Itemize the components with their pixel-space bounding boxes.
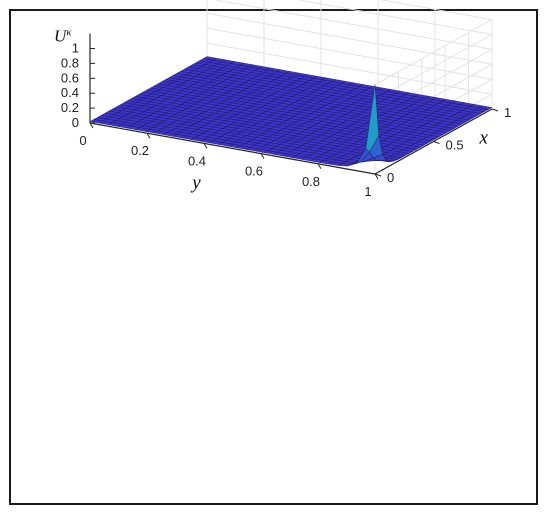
y-tick-mark bbox=[374, 173, 379, 180]
y-axis-label: y bbox=[190, 172, 201, 193]
y-tick-mark bbox=[146, 132, 151, 139]
x-tick-label: 0 bbox=[387, 170, 394, 185]
y-tick-label: 0 bbox=[79, 133, 86, 148]
x-axis-label: x bbox=[479, 128, 489, 149]
surface-patch bbox=[365, 84, 379, 153]
y-tick-label: 0.4 bbox=[188, 153, 206, 168]
y-tick-label: 0.2 bbox=[131, 143, 149, 158]
y-tick-mark bbox=[317, 163, 322, 170]
y-tick-label: 1 bbox=[364, 184, 371, 199]
x-tick-mark bbox=[491, 108, 499, 112]
z-tick-label: 0 bbox=[72, 115, 79, 130]
side-wall-grid-line bbox=[379, 0, 493, 21]
back-wall-grid-line bbox=[374, 34, 493, 100]
surface-mesh bbox=[89, 56, 493, 167]
z-tick-label: 0.6 bbox=[61, 70, 79, 85]
z-tick-label: 1 bbox=[72, 41, 79, 56]
side-wall-grid-line bbox=[206, 27, 493, 80]
side-wall-grid-line bbox=[206, 42, 493, 95]
x-tick-label: 0.5 bbox=[446, 138, 464, 153]
x-tick-mark bbox=[433, 141, 440, 144]
z-tick-label: 0.4 bbox=[61, 85, 79, 100]
y-axis-line bbox=[89, 122, 376, 175]
side-wall-grid-line bbox=[213, 0, 493, 50]
back-wall-grid-line bbox=[374, 19, 493, 86]
z-tick-label: 0.8 bbox=[61, 55, 79, 70]
z-tick-label: 0.2 bbox=[61, 100, 79, 115]
z-axis-label: Uκ bbox=[54, 27, 72, 46]
x-tick-label: 1 bbox=[504, 105, 511, 120]
side-wall-grid-line bbox=[296, 0, 493, 35]
y-tick-label: 0.8 bbox=[302, 174, 320, 189]
y-tick-label: 0.6 bbox=[245, 164, 263, 179]
y-tick-mark bbox=[203, 143, 208, 149]
x-tick-mark bbox=[374, 173, 382, 177]
side-wall-grid-line bbox=[206, 12, 493, 65]
y-tick-mark bbox=[89, 122, 94, 129]
y-tick-mark bbox=[260, 153, 265, 159]
